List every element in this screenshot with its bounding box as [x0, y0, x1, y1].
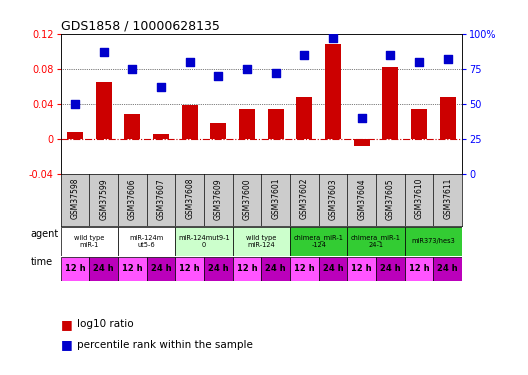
Text: GSM37602: GSM37602: [300, 178, 309, 219]
Bar: [239, 109, 255, 139]
Text: GSM37601: GSM37601: [271, 178, 280, 219]
Bar: [290, 227, 347, 256]
Text: chimera_miR-1
-124: chimera_miR-1 -124: [294, 234, 344, 248]
Bar: [233, 227, 290, 256]
Bar: [290, 257, 319, 281]
Bar: [233, 257, 261, 281]
Text: miR373/hes3: miR373/hes3: [411, 238, 455, 244]
Text: GSM37609: GSM37609: [214, 178, 223, 220]
Bar: [440, 97, 456, 139]
Text: miR-124mut9-1
0: miR-124mut9-1 0: [178, 235, 230, 248]
Text: log10 ratio: log10 ratio: [77, 320, 133, 329]
Bar: [319, 257, 347, 281]
Point: [271, 70, 280, 76]
Text: GSM37610: GSM37610: [414, 178, 423, 219]
Text: 12 h: 12 h: [237, 264, 257, 273]
Text: 24 h: 24 h: [437, 264, 458, 273]
Bar: [382, 67, 398, 139]
Point: [185, 59, 194, 65]
Text: agent: agent: [31, 229, 59, 239]
Point: [128, 66, 137, 72]
Point: [415, 59, 423, 65]
Bar: [182, 105, 197, 139]
Text: 12 h: 12 h: [351, 264, 372, 273]
Bar: [347, 257, 376, 281]
Text: GSM37603: GSM37603: [328, 178, 337, 220]
Point: [357, 115, 366, 121]
Text: chimera_miR-1
24-1: chimera_miR-1 24-1: [351, 234, 401, 248]
Point: [214, 73, 223, 79]
Bar: [118, 227, 175, 256]
Text: 12 h: 12 h: [180, 264, 200, 273]
Text: GSM37608: GSM37608: [185, 178, 194, 219]
Bar: [147, 257, 175, 281]
Text: 24 h: 24 h: [266, 264, 286, 273]
Bar: [325, 44, 341, 139]
Text: GSM37600: GSM37600: [242, 178, 251, 220]
Text: miR-124m
ut5-6: miR-124m ut5-6: [129, 235, 164, 248]
Bar: [153, 134, 169, 139]
Point: [329, 35, 337, 41]
Text: ■: ■: [61, 318, 72, 331]
Bar: [347, 227, 404, 256]
Text: 24 h: 24 h: [208, 264, 229, 273]
Text: 12 h: 12 h: [122, 264, 143, 273]
Text: GSM37604: GSM37604: [357, 178, 366, 220]
Bar: [261, 257, 290, 281]
Bar: [61, 257, 89, 281]
Point: [243, 66, 251, 72]
Point: [71, 101, 79, 107]
Bar: [61, 227, 118, 256]
Text: 12 h: 12 h: [294, 264, 315, 273]
Point: [444, 56, 452, 62]
Text: 12 h: 12 h: [65, 264, 86, 273]
Text: GSM37598: GSM37598: [71, 178, 80, 219]
Text: 24 h: 24 h: [93, 264, 114, 273]
Bar: [404, 227, 462, 256]
Bar: [175, 227, 233, 256]
Point: [386, 52, 394, 58]
Bar: [411, 109, 427, 139]
Bar: [67, 132, 83, 139]
Bar: [404, 257, 433, 281]
Text: GSM37605: GSM37605: [386, 178, 395, 220]
Text: GSM37606: GSM37606: [128, 178, 137, 220]
Text: 24 h: 24 h: [150, 264, 172, 273]
Text: 12 h: 12 h: [409, 264, 429, 273]
Bar: [376, 257, 404, 281]
Point: [300, 52, 308, 58]
Bar: [268, 109, 284, 139]
Bar: [89, 257, 118, 281]
Text: GSM37607: GSM37607: [156, 178, 166, 220]
Bar: [96, 82, 111, 139]
Bar: [211, 123, 226, 139]
Text: GSM37599: GSM37599: [99, 178, 108, 220]
Bar: [118, 257, 147, 281]
Bar: [433, 257, 462, 281]
Text: time: time: [31, 258, 53, 267]
Point: [157, 84, 165, 90]
Bar: [125, 114, 140, 139]
Text: GDS1858 / 10000628135: GDS1858 / 10000628135: [61, 20, 220, 33]
Point: [99, 49, 108, 55]
Text: wild type
miR-1: wild type miR-1: [74, 235, 105, 248]
Bar: [354, 139, 370, 146]
Bar: [175, 257, 204, 281]
Text: GSM37611: GSM37611: [443, 178, 452, 219]
Text: ■: ■: [61, 339, 72, 351]
Bar: [204, 257, 233, 281]
Bar: [297, 97, 312, 139]
Text: 24 h: 24 h: [380, 264, 401, 273]
Text: wild type
miR-124: wild type miR-124: [246, 235, 277, 248]
Text: 24 h: 24 h: [323, 264, 343, 273]
Text: percentile rank within the sample: percentile rank within the sample: [77, 340, 252, 350]
